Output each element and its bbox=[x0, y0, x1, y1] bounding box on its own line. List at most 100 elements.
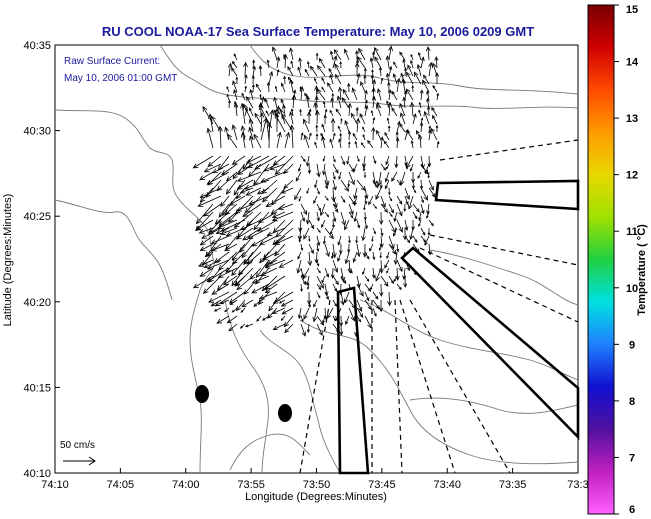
current-vector bbox=[327, 307, 334, 319]
current-vector-head bbox=[337, 257, 341, 262]
current-vector-head bbox=[307, 260, 313, 267]
current-vector-head bbox=[359, 291, 364, 297]
current-vector bbox=[423, 75, 430, 85]
current-vector-head bbox=[251, 74, 255, 79]
current-vector bbox=[282, 307, 294, 315]
y-axis-label: Latitude (Degrees:Minutes) bbox=[2, 194, 14, 327]
current-vector bbox=[267, 251, 286, 265]
current-vector-head bbox=[276, 131, 282, 138]
current-vector bbox=[207, 155, 222, 167]
current-vector bbox=[231, 67, 238, 77]
current-vector-head bbox=[420, 163, 425, 170]
current-vector bbox=[300, 132, 303, 141]
current-vector bbox=[252, 60, 255, 69]
current-vector bbox=[242, 132, 246, 149]
current-vector-head bbox=[344, 225, 348, 231]
current-vector bbox=[344, 291, 350, 303]
current-vector bbox=[424, 235, 430, 246]
current-vector-head bbox=[198, 229, 205, 234]
current-vector-head bbox=[266, 81, 271, 86]
current-vector bbox=[308, 243, 314, 254]
current-vector bbox=[316, 203, 321, 211]
colorbar-tick-label: 10 bbox=[626, 283, 638, 295]
current-vector bbox=[395, 155, 398, 168]
current-vector bbox=[388, 89, 391, 101]
current-vector bbox=[303, 227, 310, 240]
current-vector bbox=[279, 259, 294, 268]
current-vector-head bbox=[371, 126, 376, 132]
colorbar-tick-label: 11 bbox=[626, 226, 638, 238]
current-vector-head bbox=[400, 72, 405, 78]
current-vector bbox=[208, 291, 230, 303]
current-vector-head bbox=[326, 214, 330, 218]
current-vector-head bbox=[255, 83, 260, 88]
current-vector-head bbox=[398, 266, 403, 273]
current-vector bbox=[332, 171, 336, 180]
current-vector bbox=[252, 66, 256, 77]
current-vector-head bbox=[390, 243, 395, 250]
current-vector bbox=[233, 53, 238, 61]
current-vector bbox=[410, 54, 414, 61]
current-vector-head bbox=[269, 165, 276, 171]
current-vector-head bbox=[387, 192, 391, 196]
current-vector bbox=[324, 179, 328, 189]
current-vector bbox=[388, 66, 392, 77]
current-vector bbox=[320, 203, 326, 216]
current-vector bbox=[428, 130, 431, 141]
current-vector-head bbox=[289, 111, 294, 117]
current-vector bbox=[299, 58, 302, 69]
current-vector-head bbox=[386, 166, 389, 170]
current-vector-head bbox=[255, 278, 261, 285]
current-vector bbox=[241, 103, 246, 125]
current-vector-head bbox=[387, 125, 391, 129]
current-vector-head bbox=[202, 288, 209, 294]
current-vector-head bbox=[228, 217, 234, 223]
current-vector bbox=[240, 187, 254, 194]
current-vector-head bbox=[283, 184, 289, 189]
scale-arrow-head bbox=[88, 456, 96, 466]
current-vector bbox=[380, 235, 383, 248]
current-vector-head bbox=[224, 309, 227, 313]
current-vector-head bbox=[415, 208, 420, 213]
current-vector-head bbox=[396, 77, 401, 84]
current-vector-head bbox=[335, 108, 339, 113]
current-vector-head bbox=[373, 160, 377, 165]
current-vector bbox=[256, 259, 270, 278]
current-vector-head bbox=[208, 298, 215, 303]
contour-g bbox=[409, 397, 579, 414]
current-vector bbox=[204, 259, 222, 268]
current-vector-head bbox=[275, 232, 282, 238]
current-vector bbox=[314, 78, 318, 85]
current-vector bbox=[356, 315, 361, 322]
current-vector bbox=[420, 235, 426, 243]
current-vector-head bbox=[280, 302, 287, 307]
current-vector-head bbox=[370, 74, 374, 79]
current-vector-head bbox=[301, 217, 306, 222]
current-vector-head bbox=[280, 98, 284, 103]
current-vector-head bbox=[416, 129, 420, 135]
current-vector-head bbox=[339, 331, 344, 336]
current-vector bbox=[248, 163, 262, 177]
current-vector-head bbox=[418, 217, 422, 222]
current-vector bbox=[361, 142, 366, 149]
current-vector-head bbox=[423, 74, 427, 79]
current-vector-head bbox=[298, 227, 303, 233]
current-vector-head bbox=[375, 305, 380, 310]
current-vector bbox=[323, 163, 326, 175]
current-vector-head bbox=[422, 79, 427, 85]
current-vector bbox=[211, 283, 230, 295]
current-vector bbox=[290, 48, 294, 61]
current-vector bbox=[246, 187, 262, 196]
current-vector-head bbox=[333, 267, 339, 273]
current-vector-head bbox=[312, 316, 318, 323]
current-vector-head bbox=[371, 239, 374, 243]
current-vector bbox=[242, 203, 262, 217]
current-vector bbox=[249, 127, 254, 141]
current-vector bbox=[408, 195, 414, 210]
current-vector bbox=[410, 227, 414, 240]
current-vector bbox=[303, 267, 310, 279]
current-vector bbox=[232, 155, 246, 165]
current-vector-head bbox=[313, 200, 317, 205]
current-vector bbox=[263, 163, 278, 172]
current-vector bbox=[356, 179, 366, 191]
